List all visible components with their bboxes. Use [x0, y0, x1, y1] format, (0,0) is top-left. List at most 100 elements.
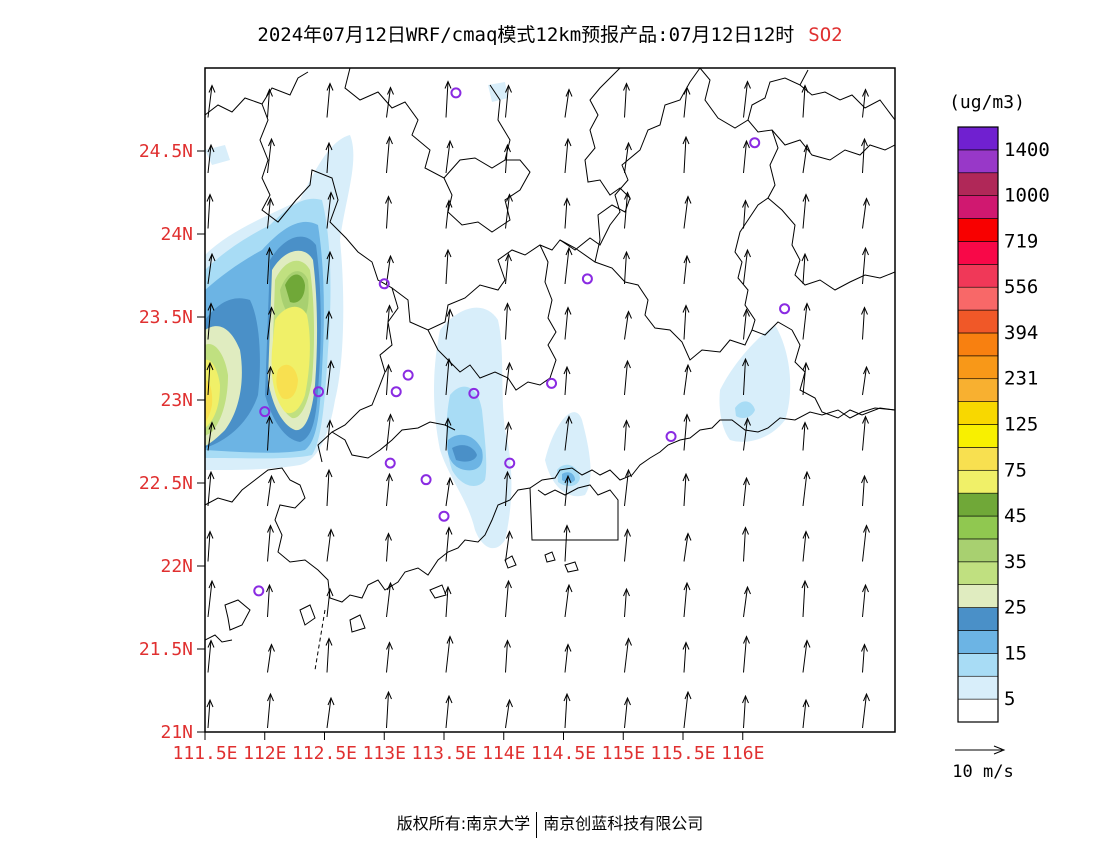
plume-prd-35 — [452, 445, 477, 462]
wind-arrow — [445, 308, 454, 340]
axis-ticks: 21N 21.5N 22N 22.5N 23N 23.5N 24N 24.5N 111.5E 11… — [139, 141, 765, 764]
wind-arrow — [564, 474, 572, 507]
legend-swatch — [957, 218, 999, 242]
wind-arrow — [624, 191, 631, 229]
wind-arrow — [862, 692, 870, 729]
wind-arrow — [564, 137, 572, 174]
wind-arrow — [742, 357, 749, 396]
lat-tick-label: 24N — [160, 224, 193, 245]
wind-arrow — [444, 585, 452, 618]
legend-label: 1000 — [1004, 185, 1050, 207]
wind-arrow — [444, 248, 452, 285]
wind-arrow — [861, 137, 868, 174]
wind-arrow — [743, 248, 751, 285]
legend-swatch — [957, 149, 999, 174]
wind-arrow — [326, 696, 335, 729]
lat-tick-label: 24.5N — [139, 141, 193, 162]
wind-arrow — [445, 526, 453, 562]
wind-arrow — [624, 141, 632, 174]
legend-swatch — [957, 424, 999, 448]
wind-arrow — [267, 365, 274, 396]
legend-frame — [957, 126, 999, 723]
legend-swatch — [957, 584, 999, 608]
wind-reference: 10 m/s — [952, 745, 1014, 782]
legend-label: 394 — [1004, 322, 1038, 344]
wind-arrow — [683, 690, 692, 729]
wind-arrow — [624, 696, 631, 729]
wind-arrow — [505, 698, 513, 729]
wind-arrow — [445, 199, 453, 229]
wind-arrow — [325, 637, 333, 673]
wind-arrow — [624, 637, 632, 673]
plume-west-556 — [205, 364, 298, 422]
wind-arrow — [801, 84, 809, 118]
wind-arrow — [325, 141, 333, 174]
wind-arrow — [563, 365, 571, 396]
wind-arrow — [385, 532, 392, 562]
legend-swatch — [957, 126, 999, 151]
station-marker — [313, 386, 325, 398]
wind-arrow — [207, 421, 216, 451]
wind-arrow — [861, 306, 868, 340]
legend-label: 45 — [1004, 505, 1027, 527]
wind-arrow — [207, 143, 215, 174]
wind-arrow — [682, 304, 690, 340]
wind-arrow — [505, 530, 513, 562]
legend-swatch — [957, 447, 999, 471]
wind-arrow — [683, 195, 692, 229]
boundaries — [205, 68, 895, 671]
wind-arrow — [207, 252, 216, 285]
wind-arrow — [683, 413, 691, 451]
wind-arrow — [445, 139, 454, 174]
chart-title: 2024年07月12日WRF/cmaq模式12km预报产品:07月12日12时 S… — [0, 20, 1100, 47]
lat-tick-label: 21.5N — [139, 639, 193, 660]
wind-arrow — [505, 252, 512, 285]
lon-tick-label: 113.5E — [411, 743, 476, 764]
wind-arrow — [624, 528, 631, 562]
wind-arrow — [624, 468, 632, 507]
lat-tick-label: 21N — [160, 722, 193, 743]
wind-arrow — [505, 361, 513, 396]
legend-label: 5 — [1004, 688, 1015, 710]
wind-arrow — [683, 363, 692, 396]
wind-arrow — [743, 308, 750, 340]
wind-arrow — [267, 137, 275, 174]
wind-arrow — [802, 530, 810, 562]
wind-arrow — [326, 528, 335, 562]
wind-arrow — [862, 415, 869, 451]
color-legend: (ug/m3) 5 15 25 35 45 75 125 231 394 556 719 1000 14… — [949, 92, 1050, 723]
station-marker — [402, 369, 414, 381]
wind-arrow — [325, 310, 333, 340]
wind-arrow — [266, 583, 273, 618]
station-marker — [420, 474, 432, 486]
wind-arrow — [564, 306, 572, 340]
wind-arrow — [326, 250, 334, 285]
wind-arrow — [386, 304, 393, 340]
wind-arrow — [862, 197, 870, 229]
legend-swatch — [957, 561, 999, 585]
lon-tick-label: 112E — [243, 743, 286, 764]
wind-arrow — [802, 302, 811, 340]
legend-swatch — [957, 286, 999, 311]
legend-swatch — [957, 401, 999, 425]
wind-arrow — [267, 306, 275, 340]
lon-tick-label: 115E — [602, 743, 645, 764]
wind-arrow — [802, 193, 810, 229]
wind-arrow — [444, 80, 452, 118]
wind-arrow — [206, 698, 214, 729]
wind-arrow — [862, 88, 869, 118]
legend-label: 556 — [1004, 276, 1038, 298]
lon-tick-label: 114.5E — [531, 743, 596, 764]
legend-swatch — [957, 309, 999, 334]
legend-swatch — [957, 195, 999, 219]
station-marker — [390, 386, 402, 398]
wind-arrow — [743, 635, 750, 673]
wind-arrow — [563, 692, 571, 729]
legend-label: 719 — [1004, 230, 1038, 252]
wind-arrow — [385, 195, 392, 229]
wind-arrow — [504, 470, 511, 507]
wind-arrow — [801, 421, 809, 451]
lat-tick-label: 22.5N — [139, 473, 193, 494]
legend-swatch — [957, 264, 999, 288]
legend-swatch — [957, 675, 999, 700]
